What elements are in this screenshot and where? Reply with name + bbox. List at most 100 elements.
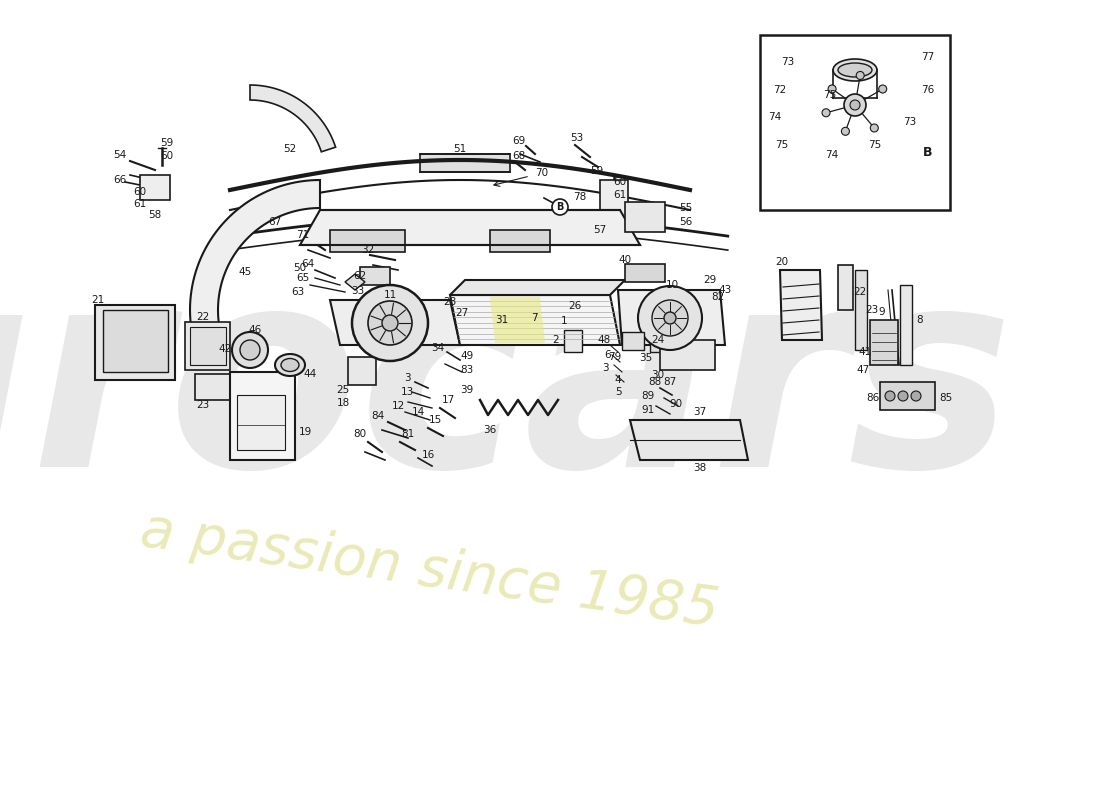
Text: 33: 33 (351, 286, 364, 296)
Bar (870, 320, 898, 365)
Bar (348, 357, 376, 385)
Bar (600, 180, 628, 220)
Text: 22: 22 (197, 312, 210, 322)
Circle shape (879, 85, 887, 93)
Text: 37: 37 (693, 407, 706, 417)
Text: 84: 84 (372, 411, 385, 421)
Text: 46: 46 (249, 325, 262, 335)
Text: 18: 18 (337, 398, 350, 408)
Circle shape (844, 94, 866, 116)
Text: 32: 32 (362, 245, 375, 255)
Text: 67: 67 (268, 217, 282, 227)
Text: 43: 43 (718, 285, 732, 295)
Text: 21: 21 (91, 295, 104, 305)
Circle shape (850, 100, 860, 110)
Text: 25: 25 (337, 385, 350, 395)
Text: 16: 16 (421, 450, 434, 460)
Text: 50: 50 (294, 263, 307, 273)
Circle shape (664, 312, 676, 324)
Text: 74: 74 (769, 112, 782, 122)
Bar (855, 270, 867, 350)
Text: 80: 80 (353, 429, 366, 439)
Circle shape (552, 199, 568, 215)
Bar (330, 230, 405, 252)
Text: 75: 75 (868, 140, 881, 150)
Text: 1: 1 (561, 316, 568, 326)
Bar (564, 330, 582, 352)
Text: 22: 22 (854, 287, 867, 297)
Circle shape (652, 300, 688, 336)
Text: 11: 11 (384, 290, 397, 300)
Polygon shape (330, 300, 460, 345)
Circle shape (382, 315, 398, 331)
Circle shape (828, 85, 836, 93)
Bar (360, 267, 390, 285)
Text: 28: 28 (443, 297, 456, 307)
Text: 38: 38 (693, 463, 706, 473)
Bar (900, 285, 912, 365)
Text: 26: 26 (569, 301, 582, 311)
Text: 9: 9 (879, 307, 886, 317)
Bar (660, 340, 715, 370)
Text: 47: 47 (857, 365, 870, 375)
Text: 72: 72 (773, 85, 786, 95)
Text: 63: 63 (292, 287, 305, 297)
Text: 91: 91 (641, 405, 654, 415)
Text: 75: 75 (824, 90, 837, 100)
Circle shape (352, 285, 428, 361)
Polygon shape (345, 274, 365, 290)
Text: 7: 7 (530, 313, 537, 323)
Text: 19: 19 (298, 427, 311, 437)
Text: 54: 54 (113, 150, 127, 160)
Text: 90: 90 (670, 399, 683, 409)
Circle shape (240, 340, 260, 360)
Text: 78: 78 (573, 192, 586, 202)
Text: 81: 81 (402, 429, 415, 439)
Text: 4: 4 (615, 375, 622, 385)
Text: 49: 49 (461, 351, 474, 361)
Text: 74: 74 (825, 150, 838, 160)
Bar (760, 35, 950, 210)
Circle shape (856, 71, 865, 79)
Text: 23: 23 (866, 305, 879, 315)
Text: 60: 60 (161, 151, 174, 161)
Text: 88: 88 (648, 377, 661, 387)
Text: 42: 42 (219, 344, 232, 354)
Text: 2: 2 (552, 335, 559, 345)
Text: 70: 70 (536, 168, 549, 178)
Text: eurocars: eurocars (0, 255, 1014, 525)
Text: 14: 14 (411, 407, 425, 417)
Bar (140, 175, 170, 200)
Circle shape (822, 109, 830, 117)
Text: 56: 56 (680, 217, 693, 227)
Text: 73: 73 (903, 117, 916, 127)
Polygon shape (300, 210, 640, 245)
Text: 71: 71 (296, 230, 309, 240)
Bar (95, 305, 175, 380)
Bar (230, 372, 295, 460)
Bar (195, 374, 236, 400)
Text: 29: 29 (703, 275, 716, 285)
Text: 3: 3 (602, 363, 608, 373)
Text: 31: 31 (495, 315, 508, 325)
Circle shape (870, 124, 878, 132)
Text: 36: 36 (483, 425, 496, 435)
Text: 62: 62 (353, 271, 366, 281)
Circle shape (638, 286, 702, 350)
Text: 51: 51 (453, 144, 466, 154)
Text: B: B (557, 202, 563, 212)
Polygon shape (490, 297, 544, 343)
Text: 3: 3 (404, 373, 410, 383)
Text: 89: 89 (641, 391, 654, 401)
Text: 39: 39 (461, 385, 474, 395)
Text: a passion since 1985: a passion since 1985 (138, 503, 723, 637)
Text: 61: 61 (614, 190, 627, 200)
Polygon shape (780, 270, 822, 340)
Polygon shape (630, 420, 748, 460)
Circle shape (911, 391, 921, 401)
Bar (650, 332, 670, 352)
Text: 8: 8 (916, 315, 923, 325)
Text: 69: 69 (513, 136, 526, 146)
Text: 79: 79 (608, 352, 622, 362)
Text: 24: 24 (651, 335, 664, 345)
